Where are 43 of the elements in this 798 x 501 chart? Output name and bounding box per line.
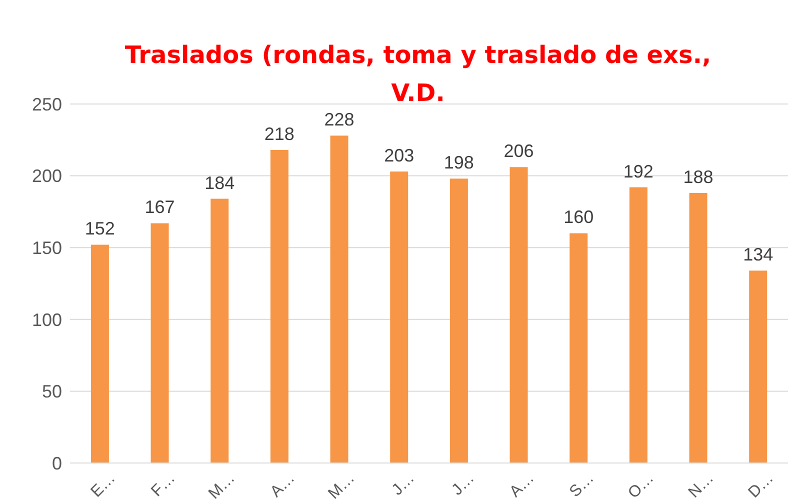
data-label: 184 xyxy=(204,172,235,193)
data-label: 228 xyxy=(324,110,354,130)
data-label: 218 xyxy=(264,124,294,144)
chart-title: Traslados (rondas, toma y traslado de exs., V.D. xyxy=(124,41,712,107)
data-label: 152 xyxy=(84,218,115,239)
data-label: 203 xyxy=(384,145,414,166)
bar xyxy=(150,223,169,463)
bar xyxy=(629,187,648,463)
bar xyxy=(510,167,528,463)
y-tick-label: 100 xyxy=(32,310,62,330)
y-tick-label: 50 xyxy=(42,382,62,402)
data-label: 188 xyxy=(683,167,714,188)
y-tick-label: 200 xyxy=(32,166,62,186)
bar xyxy=(749,270,768,463)
x-tick-label: D… xyxy=(745,470,777,501)
x-tick-label: J… xyxy=(388,470,418,499)
bar xyxy=(210,198,229,463)
x-tick-label: J… xyxy=(448,470,478,499)
bar xyxy=(570,233,588,463)
data-label: 167 xyxy=(144,197,175,218)
data-label: 198 xyxy=(444,152,474,173)
x-tick-label: S… xyxy=(566,470,598,501)
data-label: 206 xyxy=(504,141,534,162)
bar xyxy=(90,244,109,463)
y-tick-label: 150 xyxy=(32,238,62,258)
data-label: 160 xyxy=(564,207,594,228)
x-tick-label: M… xyxy=(325,470,358,501)
x-tick-label: A… xyxy=(267,470,298,501)
bar xyxy=(330,136,348,463)
y-tick-label: 0 xyxy=(52,453,62,474)
bar xyxy=(390,171,408,463)
x-tick-label: F… xyxy=(148,470,179,500)
data-label: 192 xyxy=(623,161,654,182)
x-tick-label: M… xyxy=(206,470,238,501)
y-tick-label: 250 xyxy=(32,94,62,114)
data-label: 134 xyxy=(743,244,774,265)
bar xyxy=(450,178,468,463)
bar xyxy=(270,150,288,463)
bar xyxy=(689,193,708,463)
x-tick-label: O… xyxy=(625,470,658,501)
x-tick-label: A… xyxy=(506,470,538,501)
x-tick-label: N… xyxy=(686,470,718,501)
x-tick-label: E… xyxy=(88,470,119,501)
